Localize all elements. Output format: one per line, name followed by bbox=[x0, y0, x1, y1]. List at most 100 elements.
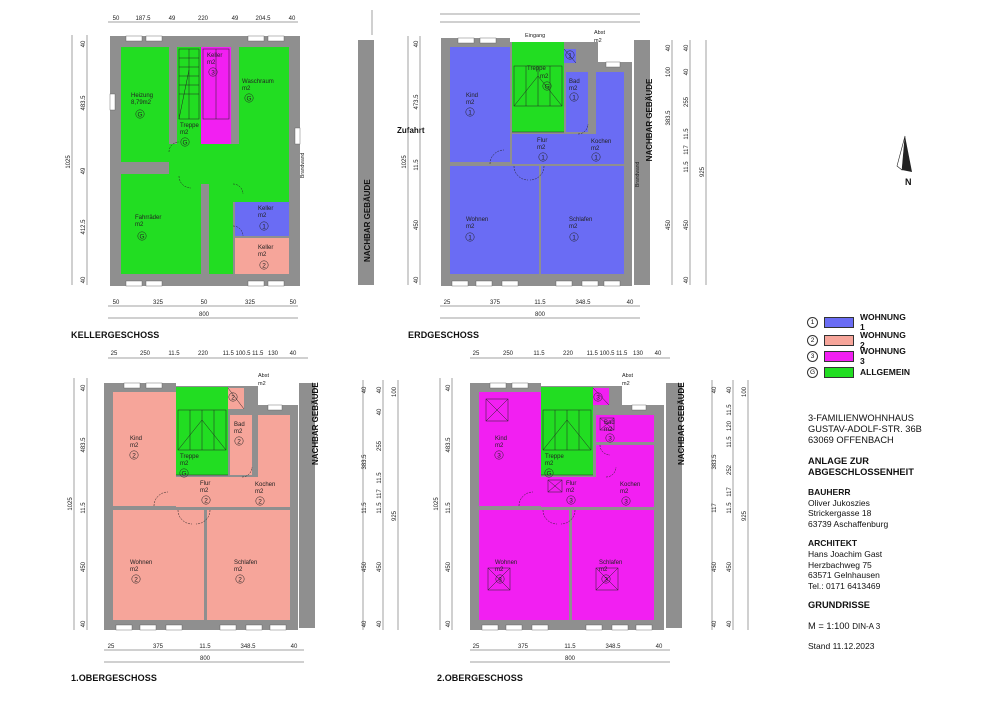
kg-room-fahrraeder bbox=[121, 174, 201, 274]
eg-sym-bad: 1 bbox=[572, 95, 576, 102]
og2-dim-bot-1: 25 bbox=[473, 644, 480, 650]
og2-abst-area: m2 bbox=[622, 381, 630, 387]
og2-dim-right-total: 925 bbox=[742, 510, 748, 521]
eg-neighbor-right bbox=[634, 40, 650, 285]
dim-left-4: 412.5 bbox=[81, 219, 87, 235]
og1-dim-top-5: 11.5 100.5 11.5 bbox=[223, 351, 264, 357]
og1-abst: Abst bbox=[258, 373, 269, 379]
og1-room-kind bbox=[113, 392, 176, 506]
title-erdgeschoss: ERDGESCHOSS bbox=[408, 330, 480, 340]
kg-sym-fahrraeder: G bbox=[139, 234, 144, 241]
og2-dim-right-13: 450 bbox=[727, 561, 733, 572]
og2-dim-left-2: 483.5 bbox=[446, 437, 452, 453]
bauherr-info: BAUHERR Oliver Jukoszies Strickergasse 1… bbox=[808, 487, 993, 529]
og2-dim-right-6: 40 bbox=[727, 386, 733, 393]
og1-dim-right-13: 40 bbox=[377, 620, 383, 627]
eg-label-kind: Kind bbox=[466, 93, 478, 99]
og1-dim-right-1: 40 bbox=[362, 386, 368, 393]
kg-area-keller2: m2 bbox=[258, 252, 267, 258]
legend-item-w3: 3 WOHNUNG 3 bbox=[807, 346, 906, 366]
eg-sym-kochen: 1 bbox=[594, 155, 598, 162]
legend-swatch bbox=[824, 366, 854, 378]
legend-symbol: G bbox=[807, 366, 818, 378]
og1-sym-treppe: G bbox=[181, 471, 186, 478]
og2-dim-top-2: 250 bbox=[503, 351, 514, 357]
kg-label-treppe: Treppe bbox=[180, 123, 199, 129]
og1-area-bad: m2 bbox=[234, 429, 243, 435]
og1-dim-top-7: 40 bbox=[290, 351, 297, 357]
north-arrow-icon: N bbox=[896, 135, 912, 187]
og1-label-wohnen: Wohnen bbox=[130, 560, 152, 566]
og1-dim-top-3: 11.5 bbox=[168, 351, 180, 357]
og1-dim-top-2: 250 bbox=[140, 351, 151, 357]
bauherr-name: Oliver Jukoszies bbox=[808, 497, 870, 508]
title-kellergeschoss: KELLERGESCHOSS bbox=[71, 330, 160, 340]
og2-sym-flur: 3 bbox=[569, 498, 573, 505]
eg-dim-right-7: 255 bbox=[684, 96, 690, 107]
legend-label: WOHNUNG 3 bbox=[860, 346, 906, 366]
og1-dim-right-4: 450 bbox=[362, 561, 368, 572]
architekt-info: ARCHITEKT Hans Joachim Gast Herzbachweg … bbox=[808, 538, 993, 591]
dim-left-5: 40 bbox=[81, 276, 87, 283]
og2-dim-bot-4: 348.5 bbox=[605, 644, 621, 650]
og2-area-bad: m2 bbox=[604, 427, 613, 433]
og1-dim-right-9: 11.5 bbox=[377, 472, 383, 484]
title-2-obergeschoss: 2.OBERGESCHOSS bbox=[437, 673, 523, 683]
eg-abst-area: m2 bbox=[594, 38, 602, 44]
project-info: 3-FAMILIENWOHNHAUS GUSTAV-ADOLF-STR. 36B… bbox=[808, 413, 993, 447]
og2-area-schlafen: m2 bbox=[599, 567, 608, 573]
og1-dim-bot-5: 40 bbox=[291, 644, 298, 650]
dim-left-1: 40 bbox=[81, 40, 87, 47]
og2-dim-bot-5: 40 bbox=[656, 644, 663, 650]
kg-dim-total: 800 bbox=[199, 312, 210, 318]
eg-label-bad: Bad bbox=[569, 79, 580, 85]
document-title-line-1: ANLAGE ZUR bbox=[808, 455, 869, 466]
kg-sym-keller2: 2 bbox=[262, 263, 266, 270]
dim-top-1: 50 bbox=[113, 16, 120, 22]
dim-top-6: 204.5 bbox=[255, 16, 271, 22]
eg-dim-left-3: 11.5 bbox=[414, 159, 420, 171]
kg-area-keller3: m2 bbox=[207, 60, 216, 66]
kg-dim-bot-1: 50 bbox=[113, 300, 120, 306]
stand-date: Stand 11.12.2023 bbox=[808, 640, 875, 651]
kg-room-waschraum bbox=[239, 47, 289, 162]
og1-dim-left-4: 450 bbox=[81, 561, 87, 572]
og2-sym-wohnen: 3 bbox=[498, 577, 502, 584]
kg-corridor-3 bbox=[209, 200, 233, 274]
og2-neighbor-right-label: NACHBAR GEBÄUDE bbox=[677, 382, 686, 465]
og2-area-kochen: m2 bbox=[620, 489, 629, 495]
og1-dim-right-11: 11.5 bbox=[377, 502, 383, 514]
og2-sym-bad: 3 bbox=[608, 436, 612, 443]
og2-label-flur: Flur bbox=[566, 481, 576, 487]
og2-dim-right-2: 383.5 bbox=[712, 454, 718, 470]
architekt-city: 63571 Gelnhausen bbox=[808, 570, 880, 581]
eg-zufahrt: Zufahrt bbox=[397, 126, 425, 135]
og2-area-kind: m2 bbox=[495, 443, 504, 449]
scale-value: M = 1:100 bbox=[808, 620, 850, 631]
eg-sym-kind: 1 bbox=[468, 110, 472, 117]
kg-label-waschraum: Waschraum bbox=[242, 79, 274, 85]
eg-dim-right-total: 925 bbox=[700, 166, 706, 177]
scale-line: M = 1:100 DIN-A 3 bbox=[808, 621, 993, 632]
og2-dim-left-1: 40 bbox=[446, 384, 452, 391]
grundrisse-label: GRUNDRISSE bbox=[808, 600, 870, 611]
og1-dim-right-5: 40 bbox=[362, 620, 368, 627]
og1-dim-right-2: 383.5 bbox=[362, 454, 368, 470]
legend-swatch bbox=[824, 334, 854, 346]
og1-dim-top-6: 130 bbox=[268, 351, 279, 357]
og2-room-wohnen bbox=[479, 510, 569, 620]
eg-eingang: Eingang bbox=[525, 33, 545, 39]
og2-area-wohnen: m2 bbox=[495, 567, 504, 573]
og1-sym-kind: 2 bbox=[132, 453, 136, 460]
eg-room-schlafen bbox=[541, 166, 624, 274]
og1-dim-right-6: 40 bbox=[377, 386, 383, 393]
legend-label: WOHNUNG 2 bbox=[860, 330, 906, 350]
og1-dim-bot-4: 348.5 bbox=[240, 644, 256, 650]
og1-sym-kochen: 2 bbox=[258, 499, 262, 506]
eg-label-flur: Flur bbox=[537, 138, 547, 144]
og2-dim-right-10: 252 bbox=[727, 464, 733, 475]
kg-dim-bot-3: 50 bbox=[201, 300, 208, 306]
kg-sym-treppe: G bbox=[182, 140, 187, 147]
eg-dim-bot-1: 25 bbox=[444, 300, 451, 306]
